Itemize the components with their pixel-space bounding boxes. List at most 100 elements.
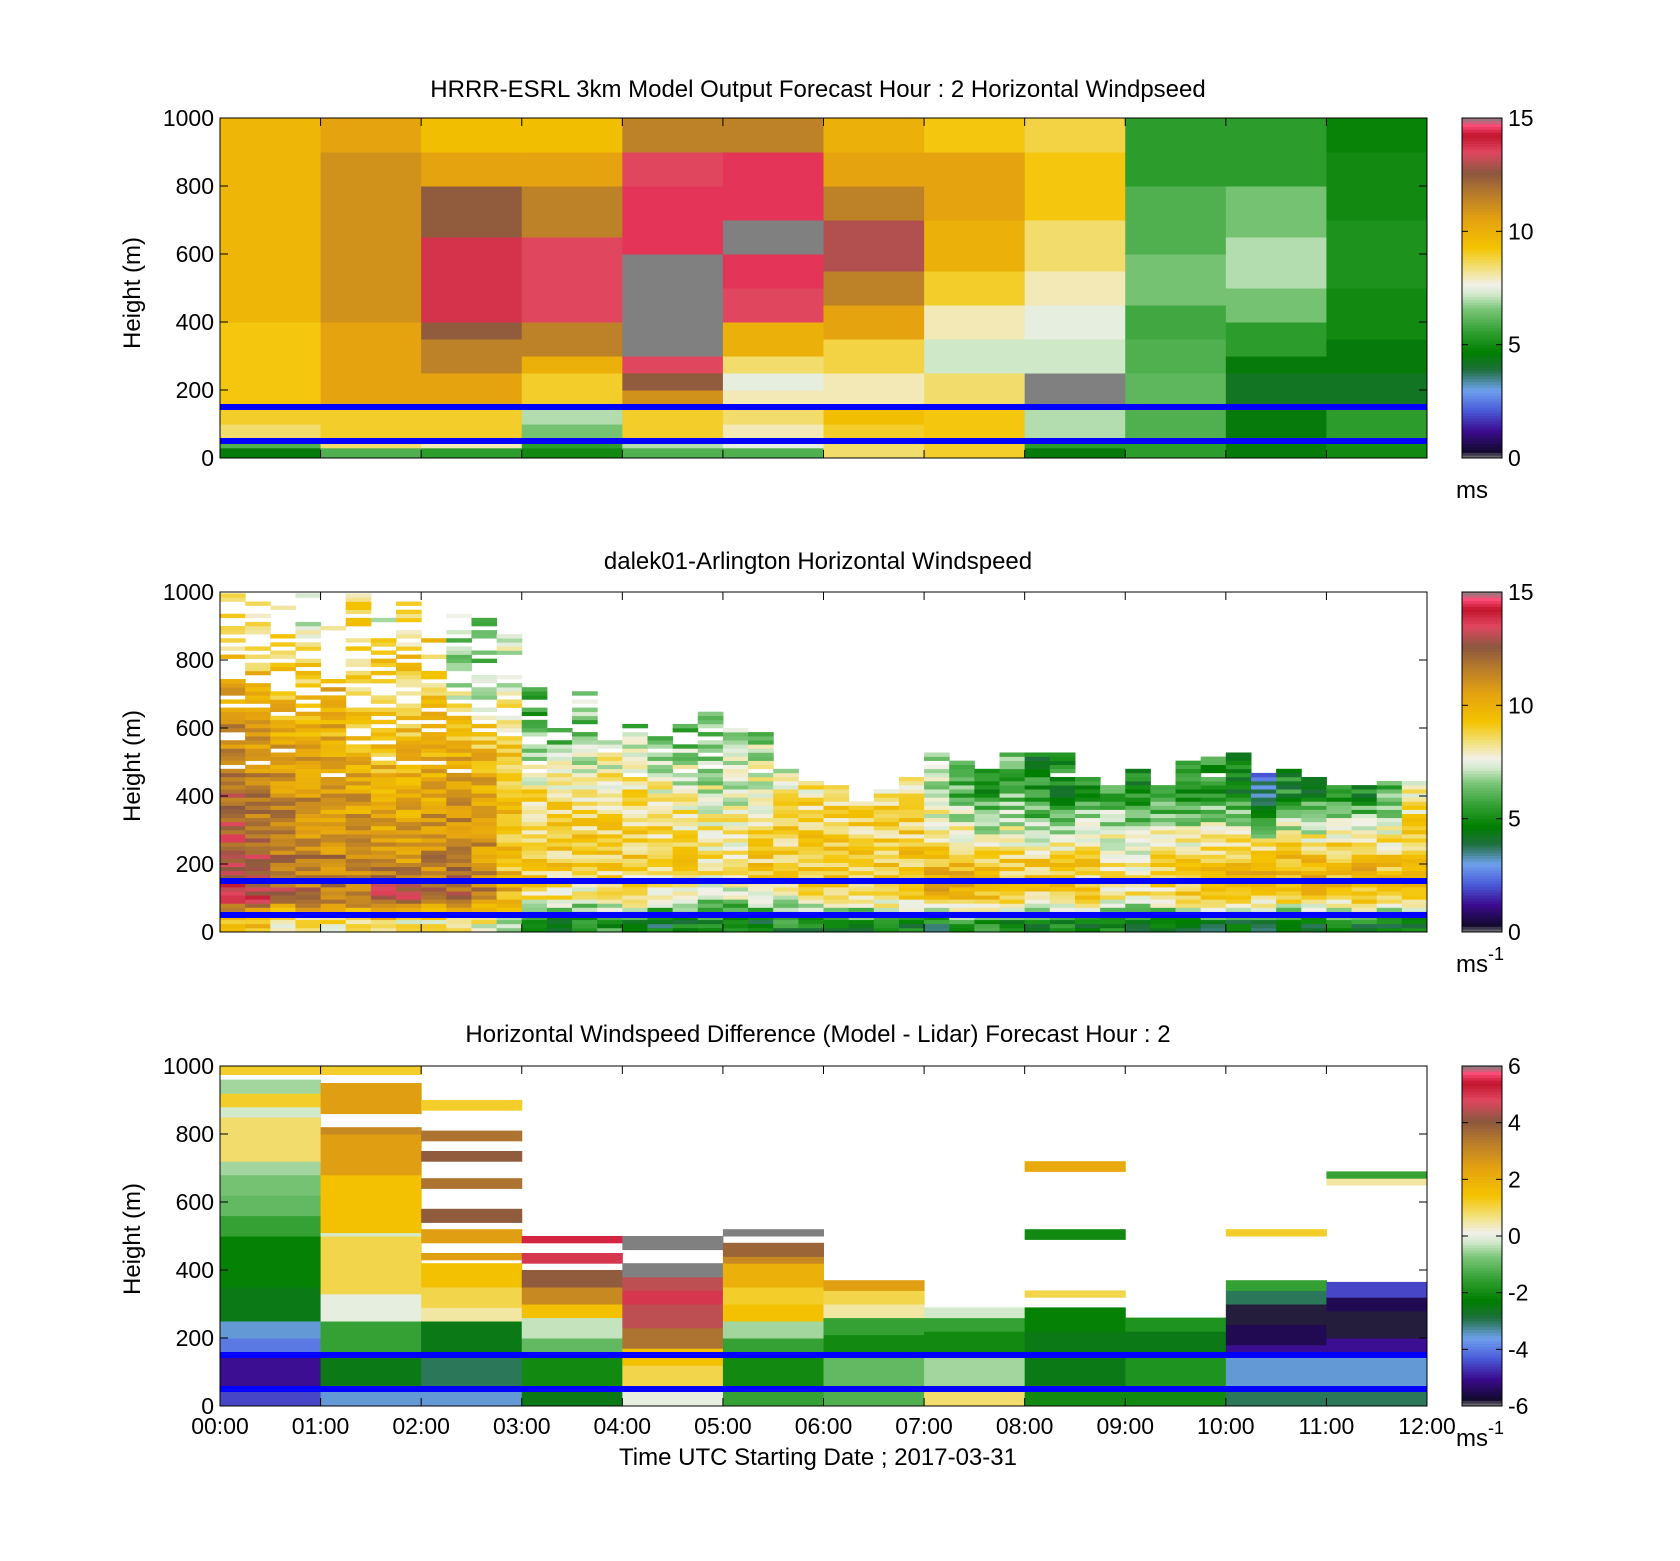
heatmap-cell (1024, 821, 1051, 827)
heatmap-cell (220, 793, 246, 798)
heatmap-cell (1175, 907, 1202, 912)
heatmap-cell (622, 846, 648, 851)
heatmap-cell (320, 899, 347, 904)
heatmap-cell (1351, 919, 1378, 925)
heatmap-cell (521, 711, 548, 717)
heatmap-cell (421, 732, 447, 737)
heatmap-cell (270, 634, 296, 639)
heatmap-cell (697, 809, 724, 814)
heatmap-cell (572, 866, 598, 872)
colorbar-swatch (1462, 160, 1502, 164)
heatmap-cell (546, 842, 573, 847)
heatmap-cell (572, 817, 598, 823)
heatmap-cell (245, 842, 271, 847)
heatmap-cell (1326, 118, 1428, 153)
heatmap-cell (1024, 118, 1126, 153)
heatmap-cell (521, 322, 623, 357)
x-tick-label: 04:00 (594, 1413, 652, 1439)
heatmap-cell (898, 805, 925, 810)
heatmap-cell (572, 870, 598, 876)
heatmap-cell (295, 919, 322, 925)
heatmap-cell (1125, 927, 1151, 933)
colorbar-swatch (1462, 1117, 1502, 1121)
heatmap-cell (421, 736, 447, 741)
colorbar-swatch (1462, 821, 1502, 825)
heatmap-cell (1250, 846, 1277, 851)
heatmap-cell (1351, 805, 1378, 810)
heatmap-cell (421, 903, 447, 908)
colorbar-swatch (1462, 203, 1502, 207)
heatmap-cell (1225, 797, 1252, 802)
colorbar-swatch (1462, 815, 1502, 820)
colorbar-swatch (1462, 759, 1502, 763)
heatmap-cell (546, 781, 573, 786)
heatmap-cell (270, 772, 296, 778)
heatmap-cell (722, 789, 749, 794)
heatmap-cell (1200, 887, 1227, 892)
heatmap-cell (1301, 809, 1327, 814)
heatmap-cell (949, 862, 975, 868)
heatmap-cell (1326, 919, 1353, 925)
heatmap-cell (974, 887, 1001, 892)
heatmap-cell (798, 785, 824, 790)
colorbar-swatch (1462, 1134, 1502, 1138)
heatmap-cell (1301, 854, 1327, 859)
colorbar-swatch (1462, 1357, 1502, 1362)
heatmap-cell (295, 789, 322, 794)
heatmap-cell (647, 874, 674, 880)
colorbar-swatch (1462, 200, 1502, 204)
heatmap-cell (572, 801, 598, 806)
heatmap-cell (798, 821, 824, 827)
heatmap-cell (873, 801, 900, 806)
heatmap-cell (697, 850, 724, 855)
heatmap-cell (295, 781, 322, 786)
heatmap-cell (345, 707, 372, 712)
heatmap-cell (798, 895, 824, 900)
heatmap-cell (1225, 756, 1252, 761)
heatmap-cell (1049, 870, 1076, 876)
heatmap-cell (396, 781, 422, 786)
colorbar-swatch (1462, 378, 1502, 382)
heatmap-cell (320, 740, 347, 745)
heatmap-cell (1225, 772, 1252, 778)
heatmap-cell (924, 801, 950, 806)
heatmap-cell (572, 756, 598, 761)
heatmap-cell (496, 760, 523, 766)
heatmap-cell (421, 809, 447, 814)
heatmap-cell (270, 809, 296, 814)
x-ticks (219, 1066, 1428, 1406)
heatmap-cell (496, 674, 523, 680)
heatmap-cell (370, 903, 397, 908)
heatmap-cell (1351, 891, 1378, 896)
heatmap-cell (1225, 322, 1327, 357)
heatmap-cell (622, 874, 648, 880)
heatmap-cell (295, 756, 322, 761)
heatmap-cell (421, 919, 447, 925)
heatmap-cell (1175, 785, 1202, 790)
colorbar-swatch (1462, 898, 1502, 902)
heatmap-cell (672, 887, 699, 892)
heatmap-cell (622, 838, 648, 843)
heatmap-cell (974, 899, 1001, 904)
heatmap-cell (1276, 866, 1302, 872)
colorbar-swatch (1462, 146, 1502, 150)
heatmap-cell (521, 842, 548, 847)
colorbar-swatch (1462, 1066, 1502, 1070)
colorbar-swatch (1462, 626, 1502, 630)
heatmap-cell (1100, 907, 1126, 912)
heatmap-cell (848, 850, 875, 855)
heatmap-cell (345, 850, 372, 855)
heatmap-cell (446, 781, 472, 786)
heatmap-cell (546, 728, 573, 733)
heatmap-cell (370, 719, 397, 725)
heatmap-cell (1326, 891, 1353, 896)
heatmap-cell (1276, 825, 1302, 831)
heatmap-cell (572, 927, 598, 933)
colorbar-swatch (1462, 426, 1502, 431)
colorbar-swatch (1462, 1360, 1502, 1364)
heatmap-cell (396, 768, 422, 774)
colorbar-swatch (1462, 841, 1502, 845)
panel-lidar: dalek01-Arlington Horizontal Windspeed H… (119, 548, 1534, 978)
heatmap-cell (220, 630, 246, 635)
heatmap-cell (1074, 850, 1101, 855)
